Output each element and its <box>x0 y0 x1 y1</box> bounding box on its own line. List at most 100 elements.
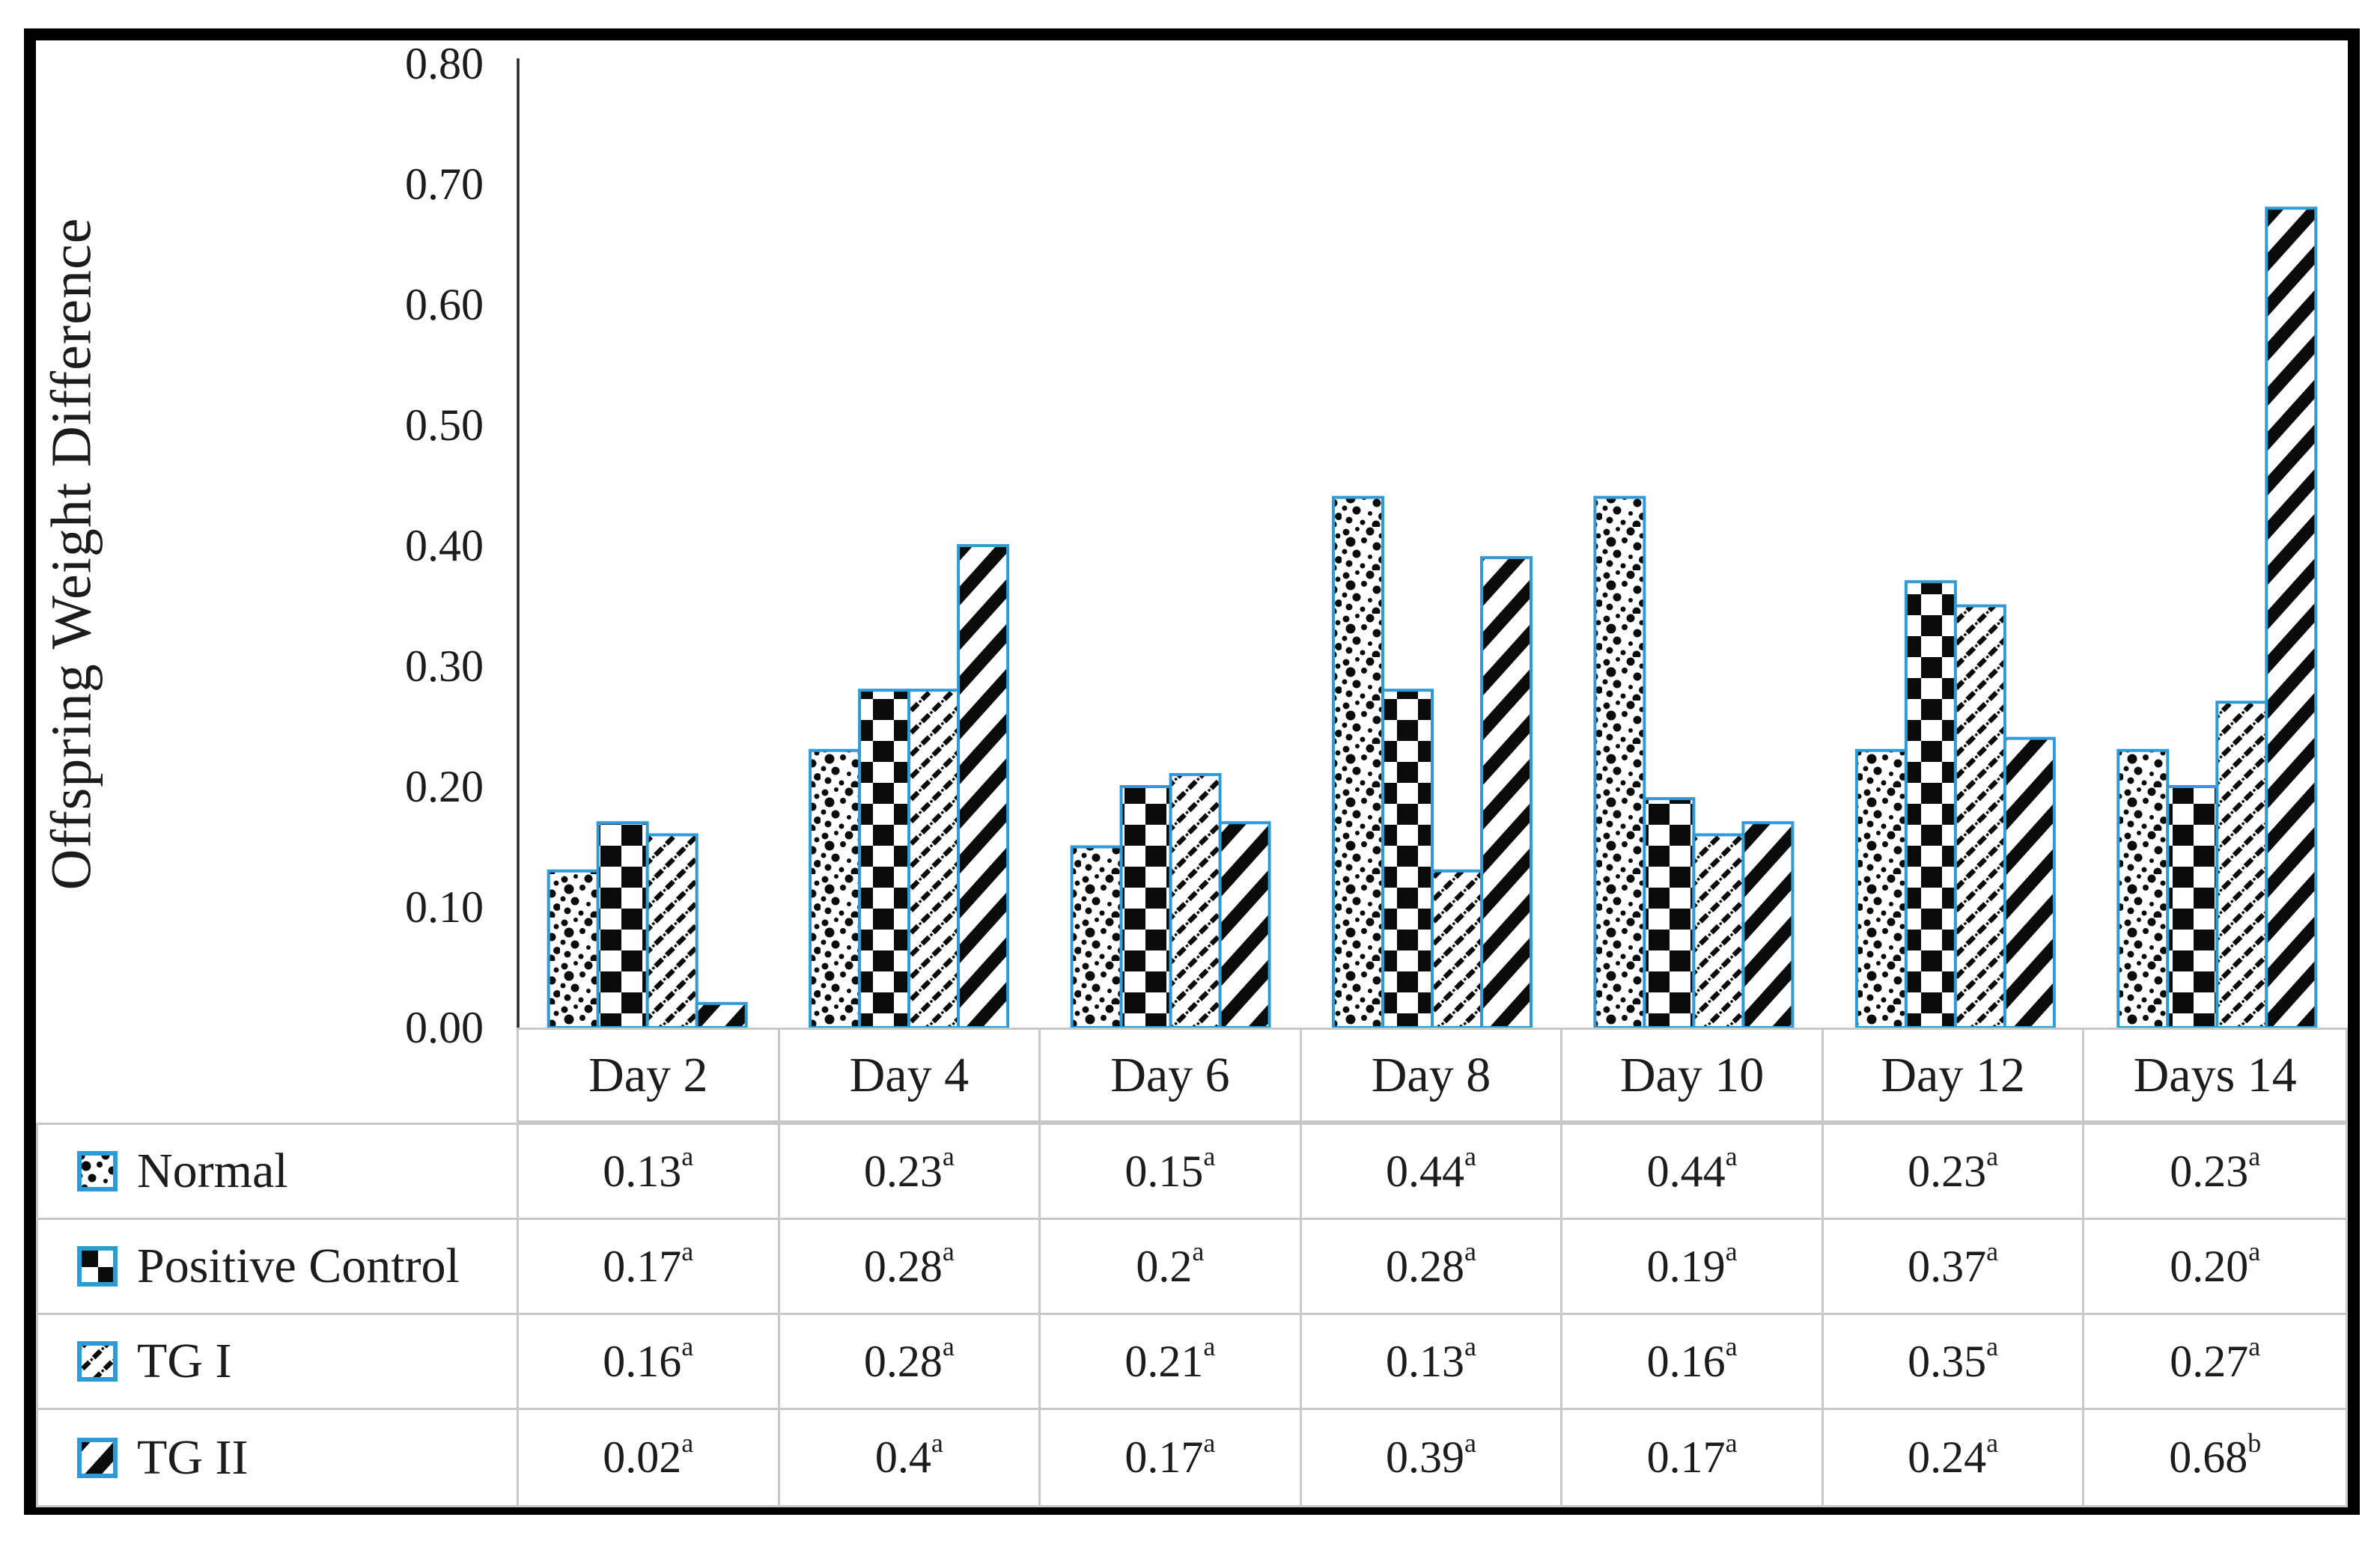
value-cell: 0.16 a <box>1562 1315 1824 1410</box>
day-header-cell: Day 10 <box>1562 1030 1824 1120</box>
value-text: 0.4 <box>874 1432 931 1482</box>
value-cell: 0.37 a <box>1823 1220 2085 1315</box>
value-text: 0.68 <box>2169 1432 2248 1482</box>
value-cell: 0.23 a <box>2084 1125 2346 1220</box>
value-text: 0.16 <box>1646 1336 1726 1386</box>
bar <box>2215 701 2268 1029</box>
bar <box>1593 495 1646 1029</box>
value-cell: 0.23 a <box>779 1125 1041 1220</box>
value-text: 0.13 <box>603 1146 682 1196</box>
y-tick-label: 0.00 <box>405 1003 484 1052</box>
value-text: 0.39 <box>1386 1432 1464 1482</box>
y-axis-title: Offspring Weight Difference <box>40 217 103 891</box>
bar <box>1119 785 1172 1029</box>
value-text: 0.02 <box>603 1432 682 1482</box>
bar <box>1904 580 1957 1029</box>
value-cell: 0.17 a <box>1562 1410 1824 1505</box>
plot-area <box>517 58 2318 1030</box>
bar <box>1480 556 1533 1029</box>
value-cell: 0.44 a <box>1301 1125 1563 1220</box>
value-text: 0.19 <box>1646 1241 1726 1291</box>
y-tick-label: 0.70 <box>405 159 484 209</box>
bar <box>1643 797 1696 1029</box>
legend-label: TG I <box>137 1334 232 1388</box>
value-text: 0.44 <box>1386 1146 1464 1196</box>
bar <box>858 689 911 1029</box>
value-cell: 0.28 a <box>1301 1220 1563 1315</box>
y-tick-label: 0.50 <box>405 400 484 450</box>
value-text: 0.37 <box>1908 1241 1987 1291</box>
value-text: 0.28 <box>1386 1241 1464 1291</box>
bar <box>2166 785 2219 1029</box>
legend-label: Positive Control <box>137 1239 460 1293</box>
bar <box>1218 821 1271 1030</box>
bar <box>2265 207 2318 1030</box>
value-cell: 0.21 a <box>1041 1315 1302 1410</box>
value-cell: 0.24 a <box>1824 1410 2085 1505</box>
value-text: 0.17 <box>1124 1432 1204 1482</box>
value-cell: 0.4 a <box>780 1410 1041 1505</box>
value-cell: 0.28 a <box>779 1315 1041 1410</box>
value-cell: 0.13 a <box>1301 1315 1563 1410</box>
value-cell: 0.23 a <box>1823 1125 2085 1220</box>
x-axis-category-row: Day 2 Day 4 Day 6 Day 8 Day 10 Day 12 Days 14 <box>517 1028 2348 1123</box>
value-text: 0.17 <box>603 1241 682 1291</box>
value-cell: 0.19 a <box>1562 1220 1824 1315</box>
legend-cell: Normal <box>38 1125 519 1220</box>
value-cell: 0.28 a <box>779 1220 1041 1315</box>
value-text: 0.24 <box>1908 1432 1987 1482</box>
value-cell: 0.17 a <box>1041 1410 1302 1505</box>
value-cell: 0.27 a <box>2084 1315 2346 1410</box>
value-text: 0.23 <box>2170 1146 2249 1196</box>
legend-cell: TG I <box>38 1315 519 1410</box>
value-cell: 0.35 a <box>1823 1315 2085 1410</box>
y-tick-label: 0.60 <box>405 280 484 329</box>
legend-swatch-checker-icon <box>77 1246 118 1287</box>
bar <box>957 544 1010 1029</box>
bar <box>596 821 649 1030</box>
bar <box>547 869 600 1029</box>
value-text: 0.13 <box>1386 1336 1464 1386</box>
data-table: Normal 0.13 a 0.23 a 0.15 a 0.44 a 0.44 a 0.23 a 0.23… <box>36 1123 2348 1507</box>
value-text: 0.17 <box>1646 1432 1726 1482</box>
bar <box>1741 821 1795 1030</box>
value-text: 0.16 <box>603 1336 682 1386</box>
value-cell: 0.13 a <box>519 1125 780 1220</box>
value-text: 0.23 <box>1908 1146 1987 1196</box>
value-text: 0.28 <box>863 1336 943 1386</box>
value-cell: 0.20 a <box>2084 1220 2346 1315</box>
bar <box>645 833 699 1030</box>
legend-swatch-dots-icon <box>77 1151 118 1191</box>
day-header-cell: Day 8 <box>1302 1030 1563 1120</box>
bar <box>809 748 862 1029</box>
value-text: 0.44 <box>1646 1146 1726 1196</box>
day-header-cell: Day 12 <box>1824 1030 2085 1120</box>
y-tick-label: 0.20 <box>405 762 484 811</box>
value-cell: 0.15 a <box>1041 1125 1302 1220</box>
value-text: 0.20 <box>2170 1241 2249 1291</box>
bar <box>695 1001 748 1030</box>
day-header-cell: Day 2 <box>519 1030 780 1120</box>
bar <box>2116 748 2170 1029</box>
value-cell: 0.16 a <box>519 1315 780 1410</box>
bar <box>1953 604 2006 1029</box>
value-text: 0.21 <box>1124 1336 1204 1386</box>
legend-label: Normal <box>137 1144 288 1198</box>
value-text: 0.15 <box>1124 1146 1204 1196</box>
bar <box>1332 495 1384 1029</box>
legend-cell: Positive Control <box>38 1220 519 1315</box>
y-tick-label: 0.30 <box>405 641 484 691</box>
legend-label: TG II <box>137 1429 249 1485</box>
value-text: 0.27 <box>2170 1336 2249 1386</box>
value-text: 0.28 <box>863 1241 943 1291</box>
bar <box>1692 833 1745 1030</box>
bar <box>1169 772 1222 1030</box>
value-cell: 0.39 a <box>1302 1410 1563 1505</box>
legend-cell: TG II <box>38 1410 519 1505</box>
bar <box>1070 845 1123 1029</box>
bar <box>1431 869 1483 1029</box>
bar <box>1854 748 1908 1029</box>
legend-swatch-thin-diagonal-icon <box>77 1341 118 1382</box>
value-text: 0.23 <box>863 1146 943 1196</box>
